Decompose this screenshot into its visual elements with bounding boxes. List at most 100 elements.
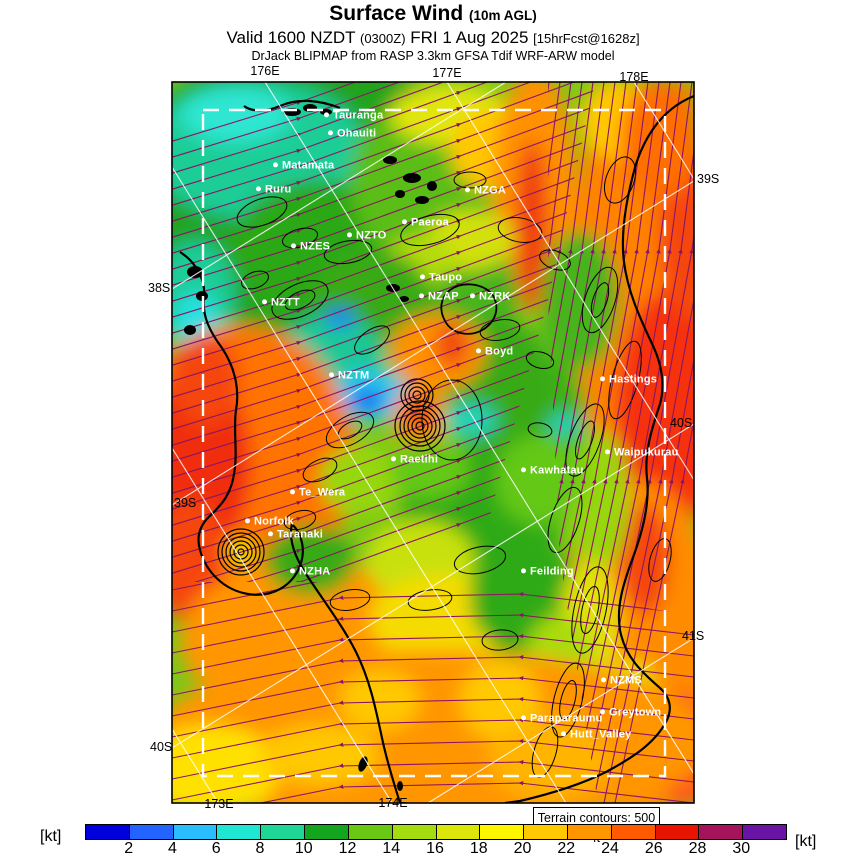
colorbar-tick: 4 — [168, 840, 177, 857]
lat-lon-graticule — [172, 82, 694, 803]
place-label: Hutt_Valley — [561, 728, 632, 740]
place-label: Waipukurau — [605, 446, 679, 458]
place-label: Paeroa — [402, 216, 449, 228]
place-marker-dot — [262, 299, 267, 305]
place-label: NZGA — [465, 184, 506, 196]
place-name: Kawhatau — [530, 464, 584, 477]
place-marker-dot — [601, 677, 606, 683]
place-marker-dot — [291, 243, 296, 249]
longitude-label-top: 177E — [432, 66, 462, 80]
place-label: Raetihi — [391, 453, 438, 465]
place-name: Greytown — [609, 706, 662, 719]
place-marker-dot — [347, 232, 352, 238]
longitude-label-top: 176E — [250, 64, 280, 78]
place-label: Hastings — [600, 373, 657, 385]
valid-time-line: Valid 1600 NZDT (0300Z) FRI 1 Aug 2025 [… — [8, 28, 850, 48]
place-marker-dot — [521, 467, 526, 473]
mountain-contour-rings — [217, 378, 446, 576]
place-marker-dot — [391, 456, 396, 462]
place-label: NZAP — [419, 290, 459, 302]
place-marker-dot — [268, 531, 273, 537]
place-label: NZTT — [262, 296, 300, 308]
place-name: Ruru — [265, 183, 292, 196]
colorbar-segment — [480, 825, 525, 839]
place-label: NZRK — [470, 290, 510, 302]
colorbar-segment — [261, 825, 306, 839]
longitude-label-top: 178E — [619, 70, 649, 84]
colorbar-tick: 12 — [338, 840, 357, 857]
place-marker-dot — [329, 372, 334, 378]
title-line: Surface Wind (10m AGL) — [8, 2, 850, 27]
map-header: Surface Wind (10m AGL) Valid 1600 NZDT (… — [8, 2, 850, 64]
place-name: Hutt_Valley — [570, 728, 632, 741]
colorbar-segment — [217, 825, 262, 839]
place-label: Paraparaumu — [521, 712, 603, 724]
place-label: Tauranga — [324, 109, 383, 121]
place-name: NZAP — [428, 290, 459, 303]
place-name: Taranaki — [277, 528, 324, 541]
forecast-tag: [15hrFcst@1628z] — [533, 30, 640, 46]
colorbar-segment — [129, 825, 174, 839]
place-label: Taupo — [420, 271, 462, 283]
place-name: Norfolk — [254, 515, 294, 528]
place-label: Feilding — [521, 565, 574, 577]
place-label: Te_Wera — [290, 486, 345, 498]
valid-zulu: (0300Z) — [360, 30, 406, 46]
place-label: Ruru — [256, 183, 291, 195]
place-marker-dot — [419, 293, 424, 299]
place-label: NZTO — [347, 229, 387, 241]
place-label: Matamata — [273, 159, 334, 171]
map-border — [171, 81, 695, 804]
place-marker-dot — [290, 489, 295, 495]
place-name: Te_Wera — [299, 486, 346, 499]
colorbar-segment — [567, 825, 612, 839]
longitude-label-bottom: 173E — [204, 797, 234, 811]
place-label: Kawhatau — [521, 464, 584, 476]
valid-prefix: Valid 1600 NZDT — [226, 27, 356, 47]
longitude-label-bottom: 174E — [378, 796, 408, 810]
colorbar-segment — [173, 825, 218, 839]
colorbar-segment — [743, 825, 786, 839]
place-marker-dot — [521, 715, 526, 721]
colorbar-tick: 14 — [382, 840, 401, 857]
place-marker-dot — [605, 449, 610, 455]
colorbar-tick: 8 — [255, 840, 265, 857]
colorbar-tick: 28 — [688, 840, 707, 857]
latitude-label-right: 39S — [697, 172, 720, 186]
place-name: NZTO — [356, 229, 387, 242]
place-marker-dot — [476, 348, 481, 354]
place-name: NZMS — [610, 674, 642, 687]
place-marker-dot — [561, 731, 566, 737]
colorbar-segment — [524, 825, 568, 839]
place-name: Taupo — [429, 271, 463, 284]
place-name: NZES — [300, 240, 331, 253]
place-label: Greytown — [600, 706, 661, 718]
colorbar-segment — [392, 825, 437, 839]
place-name: NZRK — [479, 290, 511, 303]
wind-speed-colorbar — [85, 824, 787, 840]
colorbar-segment — [436, 825, 481, 839]
place-name: Paeroa — [411, 216, 449, 229]
place-name: Waipukurau — [614, 446, 679, 459]
place-name: NZTM — [338, 369, 370, 382]
latitude-label-right: 40S — [670, 416, 693, 430]
colorbar-tick: 24 — [601, 840, 619, 857]
colorbar-segment — [305, 825, 349, 839]
place-marker-dot — [521, 568, 526, 574]
colorbar-segment — [655, 825, 700, 839]
valid-date: FRI 1 Aug 2025 — [410, 27, 529, 47]
place-marker-dot — [256, 186, 261, 192]
place-marker-dot — [402, 219, 407, 225]
place-marker-dot — [470, 293, 475, 299]
place-label: NZMS — [601, 674, 642, 686]
title-suffix: (10m AGL) — [469, 8, 537, 23]
page-title: Surface Wind — [329, 2, 464, 25]
unit-label-right: [kt] — [795, 833, 817, 850]
place-name: Paraparaumu — [530, 712, 603, 725]
colorbar-tick: 26 — [644, 840, 663, 857]
coastline — [179, 94, 694, 803]
place-label: Taranaki — [268, 528, 323, 540]
unit-label-left: [kt] — [40, 828, 62, 845]
place-label: Norfolk — [245, 515, 294, 527]
